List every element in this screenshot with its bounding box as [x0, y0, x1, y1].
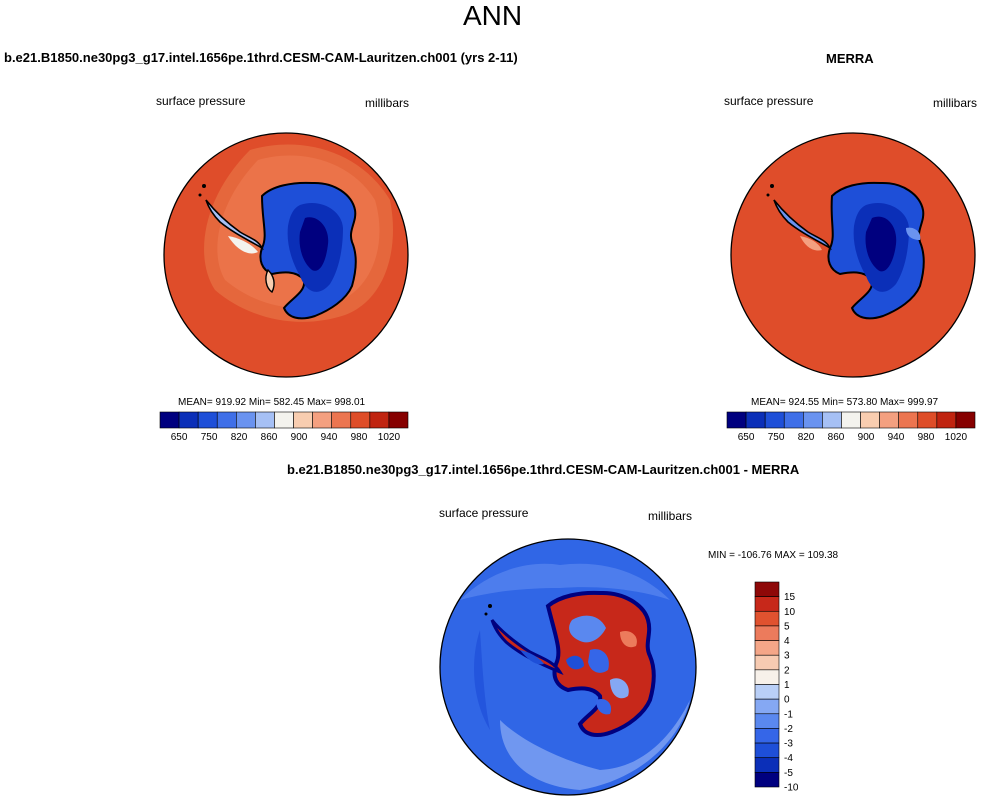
panel-title-model: b.e21.B1850.ne30pg3_g17.intel.1656pe.1th…	[4, 50, 518, 65]
colorbar-diff-tick-label: -2	[784, 724, 793, 735]
colorbar-diff-swatch	[754, 728, 780, 744]
colorbar-diff-tick-label: 0	[784, 695, 790, 706]
colorbar-merra-tick-label: 820	[798, 432, 815, 443]
colorbar-diff-tick-label: 15	[784, 592, 796, 603]
colorbar-merra-swatch	[860, 411, 880, 429]
colorbar-diff-swatch	[754, 654, 780, 671]
colorbar-diff-swatch	[754, 610, 780, 627]
colorbar-diff-swatch	[754, 625, 780, 641]
colorbar-diff-swatch	[754, 698, 780, 715]
colorbar-model-tick-label: 650	[171, 432, 188, 443]
colorbar-diff-tick-label: 10	[784, 607, 796, 618]
map-merra	[730, 132, 976, 378]
colorbar-model-swatch	[350, 411, 371, 429]
colorbar-merra-swatch	[936, 411, 957, 429]
colorbar-model-swatch	[255, 411, 275, 429]
map-model	[163, 132, 409, 378]
colorbar-diff-tick-label: -5	[784, 768, 793, 779]
colorbar-diff-tick-label: 2	[784, 665, 790, 676]
colorbar-model: 650 750 820 860 900 940 980 1020	[159, 411, 409, 443]
colorbar-diff-swatch	[754, 669, 780, 685]
colorbar-merra-tick-label: 860	[828, 432, 845, 443]
colorbar-merra-tick-label: 980	[918, 432, 935, 443]
colorbar-diff-tick-label: -4	[784, 753, 793, 764]
colorbar-merra-swatch	[726, 411, 747, 429]
colorbar-model-tick-label: 1020	[378, 432, 401, 443]
colorbar-diff-swatch	[754, 684, 780, 700]
colorbar-diff-tick-label: -3	[784, 739, 793, 750]
colorbar-model-swatch	[159, 411, 180, 429]
colorbar-merra-swatch	[764, 411, 785, 429]
colorbar-model-swatch	[178, 411, 199, 429]
colorbar-merra-tick-label: 650	[738, 432, 755, 443]
colorbar-model-tick-label: 900	[291, 432, 308, 443]
colorbar-merra-swatch	[822, 411, 842, 429]
colorbar-model-swatch	[216, 411, 237, 429]
colorbar-diff-tick-label: 3	[784, 651, 790, 662]
colorbar-merra-tick-label: 1020	[945, 432, 968, 443]
panel-left-label-merra: surface pressure	[724, 94, 814, 108]
colorbar-diff-tick-label: 5	[784, 621, 790, 632]
panel-title-diff: b.e21.B1850.ne30pg3_g17.intel.1656pe.1th…	[287, 462, 800, 477]
panel-units-label-merra: millibars	[933, 96, 978, 110]
colorbar-diff-tick-label: 1	[784, 680, 790, 691]
colorbar-model-swatch	[197, 411, 218, 429]
colorbar-diff-swatch	[754, 757, 780, 773]
colorbar-model-swatch	[236, 411, 256, 429]
colorbar-merra: 650 750 820 860 900 940 980 1020	[726, 411, 976, 443]
map-difference	[439, 538, 697, 796]
colorbar-merra-swatch	[803, 411, 823, 429]
colorbar-model-swatch	[312, 411, 332, 429]
panel-units-label-diff: millibars	[648, 509, 693, 523]
colorbar-model-tick-label: 940	[321, 432, 338, 443]
colorbar-diff-tick-label: -10	[784, 783, 799, 794]
colorbar-merra-tick-label: 900	[858, 432, 875, 443]
colorbar-diff-swatch	[754, 772, 780, 788]
colorbar-merra-swatch	[841, 411, 861, 429]
colorbar-merra-tick-label: 940	[888, 432, 905, 443]
colorbar-merra-swatch	[783, 411, 804, 429]
colorbar-model-tick-label: 750	[201, 432, 218, 443]
colorbar-model-swatch	[388, 411, 409, 429]
colorbar-merra-swatch	[745, 411, 766, 429]
colorbar-model-swatch	[293, 411, 313, 429]
main-title: ANN	[462, 0, 523, 31]
colorbar-model-swatch	[274, 411, 294, 429]
colorbar-model-swatch	[369, 411, 390, 429]
colorbar-diff-swatch	[754, 640, 780, 656]
panel-title-merra: MERRA	[826, 51, 874, 66]
colorbar-merra-swatch	[955, 411, 976, 429]
colorbar-merra-swatch	[917, 411, 938, 429]
panel-left-label-diff: surface pressure	[439, 506, 529, 520]
colorbar-diff-swatch	[754, 742, 780, 759]
colorbar-merra-swatch	[898, 411, 919, 429]
colorbar-diff-swatch	[754, 713, 780, 729]
colorbar-merra-swatch	[879, 411, 899, 429]
colorbar-merra-tick-label: 750	[768, 432, 785, 443]
colorbar-model-tick-label: 860	[261, 432, 278, 443]
colorbar-model-swatch	[331, 411, 352, 429]
panel-stats-model: MEAN= 919.92 Min= 582.45 Max= 998.01	[178, 397, 366, 408]
colorbar-diff-swatch	[754, 581, 780, 597]
colorbar-model-tick-label: 820	[231, 432, 248, 443]
colorbar-diff-tick-label: 4	[784, 636, 790, 647]
panel-stats-diff: MIN = -106.76 MAX = 109.38	[708, 550, 839, 561]
colorbar-diff-tick-label: -1	[784, 709, 793, 720]
panel-left-label-model: surface pressure	[156, 94, 246, 108]
panel-stats-merra: MEAN= 924.55 Min= 573.80 Max= 999.97	[751, 397, 939, 408]
colorbar-model-tick-label: 980	[351, 432, 368, 443]
panel-units-label-model: millibars	[365, 96, 410, 110]
colorbar-diff-swatch	[754, 596, 780, 612]
